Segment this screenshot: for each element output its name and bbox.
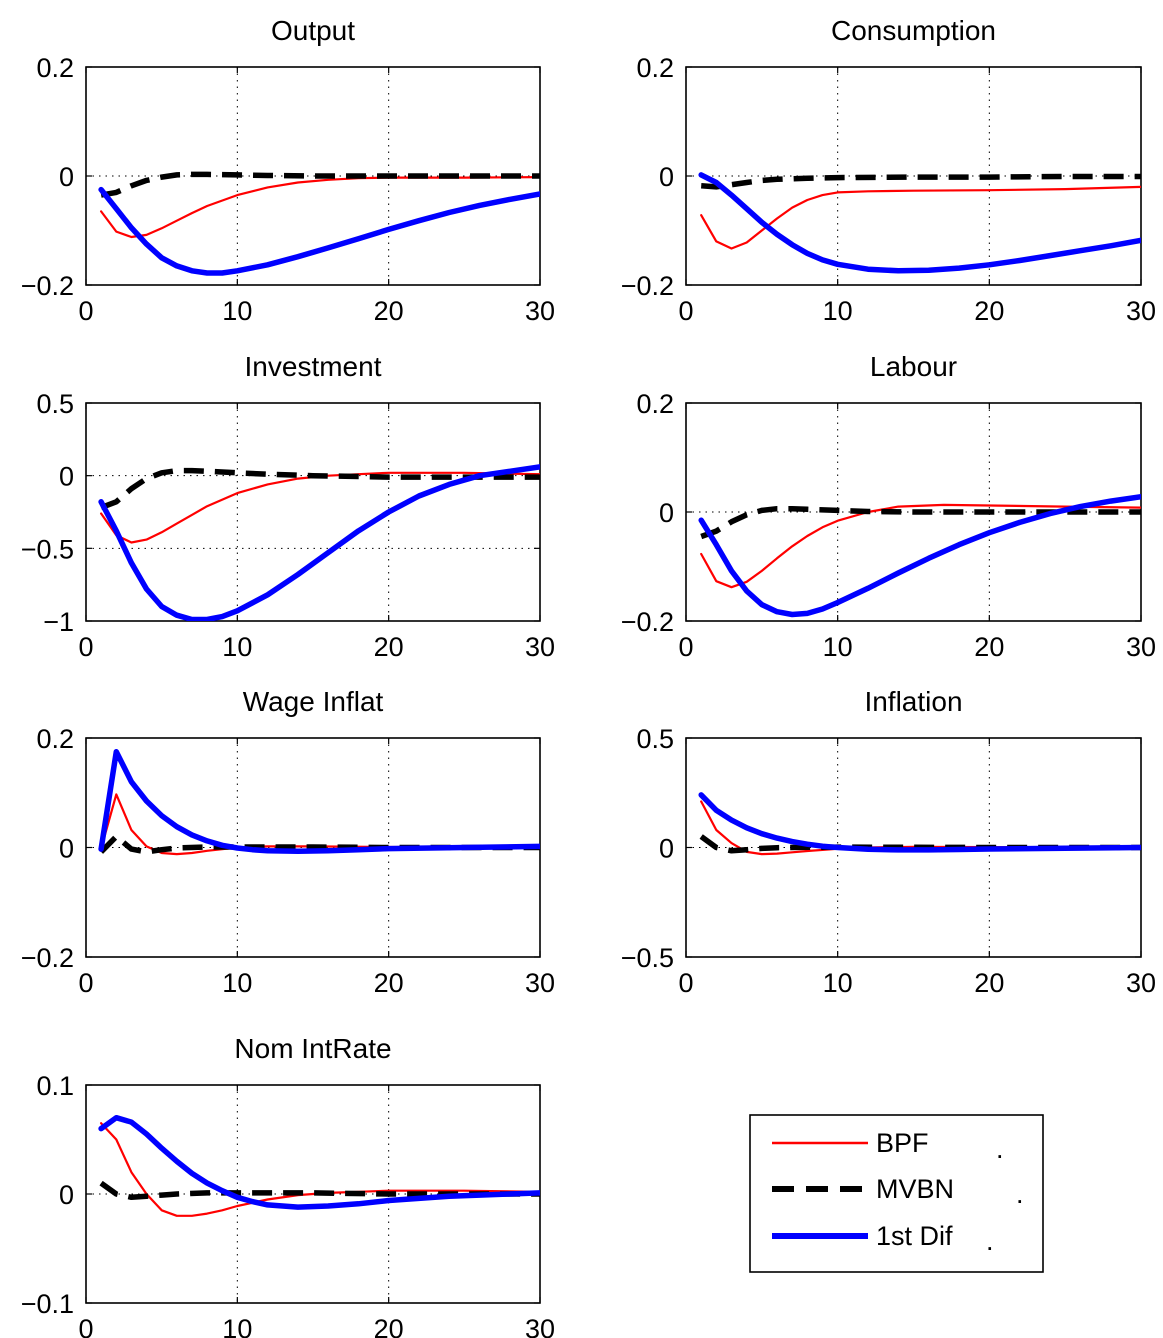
series-line-1st-dif [698, 172, 1141, 274]
y-tick-label: 0 [659, 162, 674, 192]
x-tick-label: 10 [823, 296, 853, 326]
x-tick-label: 30 [525, 296, 555, 326]
y-tick-label: 0 [59, 1180, 74, 1210]
panel-title: Nom IntRate [234, 1033, 391, 1064]
series-line-mvbn [100, 171, 540, 198]
x-tick-label: 20 [374, 632, 404, 662]
series-line-1st-dif [98, 464, 540, 621]
x-tick-label: 30 [1126, 968, 1156, 998]
x-tick-label: 30 [1126, 296, 1156, 326]
series-line-1st-dif [698, 493, 1141, 618]
y-tick-label: 0.2 [636, 53, 674, 83]
series-line-mvbn [700, 505, 1141, 540]
y-tick-label: 0.5 [636, 724, 674, 754]
x-tick-label: 0 [78, 296, 93, 326]
y-tick-label: 0 [59, 462, 74, 492]
y-tick-label: 0.2 [636, 389, 674, 419]
panel-title: Consumption [831, 15, 996, 46]
series-line-1st-dif [98, 1114, 540, 1210]
x-tick-label: 0 [78, 1314, 93, 1338]
x-tick-label: 30 [1126, 632, 1156, 662]
y-tick-label: 0 [659, 834, 674, 864]
x-tick-label: 10 [823, 632, 853, 662]
x-tick-label: 10 [222, 632, 252, 662]
y-tick-label: −0.2 [621, 607, 674, 637]
x-tick-label: 0 [678, 296, 693, 326]
x-tick-label: 20 [974, 296, 1004, 326]
y-tick-label: 0.2 [36, 724, 74, 754]
series-line-bpf [99, 471, 540, 544]
panel-investment: 0 10 20 30 −1 −0.5 0 0.5 Investment [21, 351, 555, 662]
panel-title: Investment [245, 351, 382, 382]
y-tick-label: 0 [659, 498, 674, 528]
legend: BPF . MVBN . 1st Dif . [749, 1114, 1044, 1273]
series-line-bpf [99, 1122, 540, 1217]
plot-area [85, 402, 541, 622]
series-line-1st-dif [98, 186, 540, 276]
x-tick-label: 0 [78, 968, 93, 998]
x-tick-label: 10 [823, 968, 853, 998]
series-line-1st-dif [698, 792, 1141, 853]
x-tick-label: 20 [374, 296, 404, 326]
x-tick-label: 0 [78, 632, 93, 662]
y-tick-label: −1 [43, 607, 74, 637]
y-tick-label: 0.1 [36, 1071, 74, 1101]
y-tick-label: 0 [59, 834, 74, 864]
x-tick-label: 20 [374, 968, 404, 998]
legend-suffix-mvbn: . [1016, 1179, 1024, 1209]
y-tick-label: −0.2 [621, 271, 674, 301]
x-tick-label: 0 [678, 968, 693, 998]
y-tick-label: 0.2 [36, 53, 74, 83]
legend-label-1st-dif: 1st Dif [876, 1221, 953, 1251]
x-tick-label: 20 [374, 1314, 404, 1338]
x-tick-label: 20 [974, 968, 1004, 998]
y-tick-label: −0.1 [21, 1289, 74, 1319]
y-tick-label: −0.2 [21, 943, 74, 973]
y-tick-label: −0.2 [21, 271, 74, 301]
legend-label-bpf: BPF [876, 1128, 929, 1158]
x-tick-label: 0 [678, 632, 693, 662]
plot-area [685, 66, 1142, 286]
panel-title: Wage Inflat [243, 686, 384, 717]
x-tick-label: 30 [525, 1314, 555, 1338]
panel-title: Inflation [864, 686, 962, 717]
panel-title: Labour [870, 351, 957, 382]
legend-label-mvbn: MVBN [876, 1174, 954, 1204]
legend-box [749, 1114, 1044, 1273]
legend-suffix-bpf: . [996, 1134, 1004, 1164]
panel-title: Output [271, 15, 355, 46]
x-tick-label: 10 [222, 968, 252, 998]
series-line-1st-dif [98, 748, 540, 855]
x-tick-label: 20 [974, 632, 1004, 662]
series-line-mvbn [699, 834, 1141, 854]
x-tick-label: 30 [525, 632, 555, 662]
legend-suffix-1st-dif: . [986, 1226, 994, 1256]
series-line-bpf [700, 185, 1141, 250]
series-line-mvbn [100, 467, 540, 511]
x-tick-label: 30 [525, 968, 555, 998]
y-tick-label: −0.5 [621, 943, 674, 973]
x-tick-label: 10 [222, 1314, 252, 1338]
x-tick-label: 10 [222, 296, 252, 326]
y-tick-label: 0 [59, 162, 74, 192]
y-tick-label: 0.5 [36, 389, 74, 419]
series-line-mvbn [99, 1180, 540, 1201]
y-tick-label: −0.5 [21, 534, 74, 564]
